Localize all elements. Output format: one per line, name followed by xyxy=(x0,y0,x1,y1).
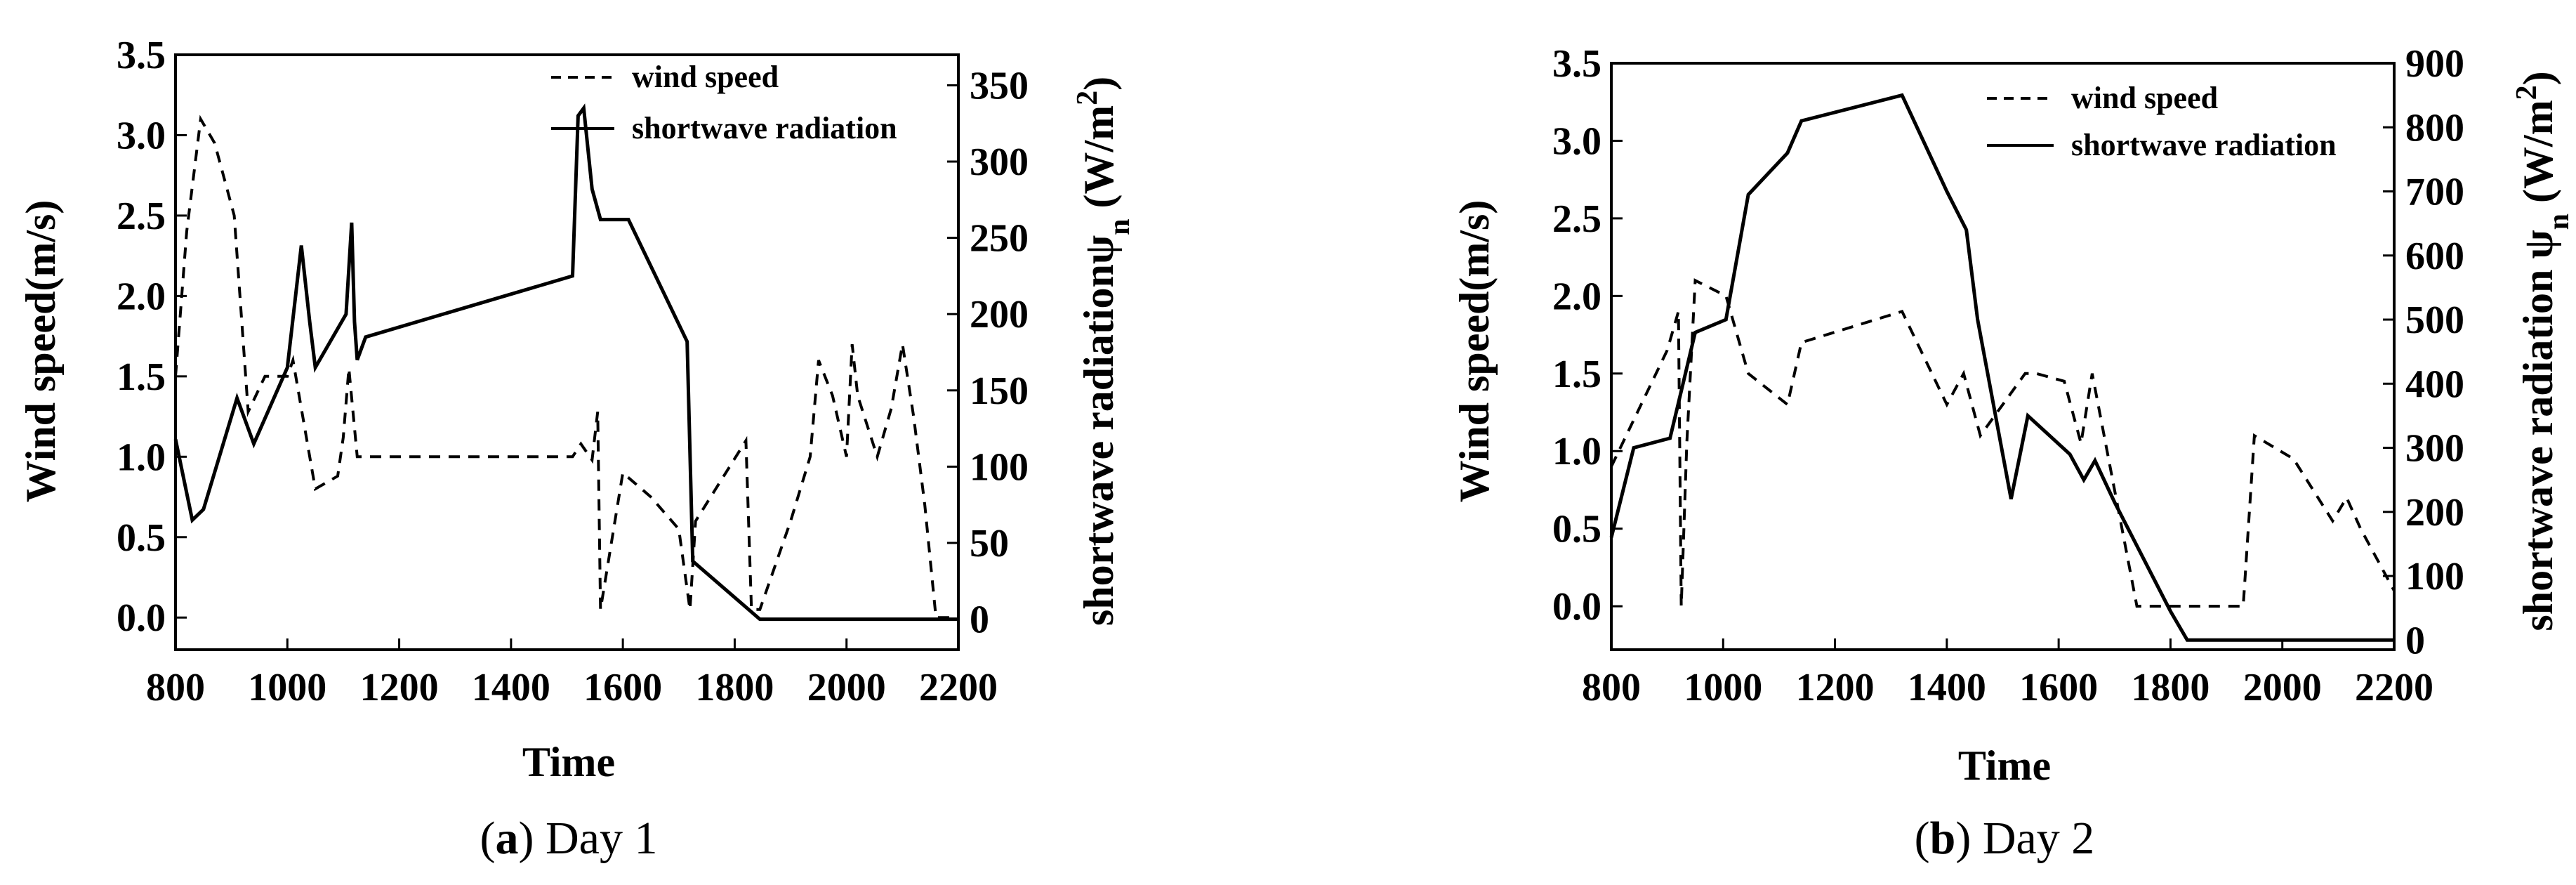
y2-tick-label: 400 xyxy=(2405,362,2464,406)
y2-tick-label: 0 xyxy=(970,598,989,642)
y2-axis-title-part: ) xyxy=(1076,77,1122,91)
x-tick-label: 2200 xyxy=(919,666,998,709)
x-tick-label: 800 xyxy=(146,666,205,709)
caption-part: b xyxy=(1930,813,1956,864)
panel-caption: (a) Day 1 xyxy=(480,813,658,864)
y-tick-label: 1.0 xyxy=(1552,430,1601,473)
plot-frame xyxy=(174,53,960,651)
y-tick-label: 3.5 xyxy=(1552,42,1601,86)
y2-tick-label: 300 xyxy=(2405,427,2464,471)
y2-axis-title-part: n xyxy=(2543,214,2575,230)
y-tick-label: 0.0 xyxy=(117,596,166,640)
chart-panel-a: 800 1000 1200 1400 1600 1800 2000 22000.00.51.0… xyxy=(18,34,1136,864)
x-tick-label: 2000 xyxy=(807,666,886,709)
y2-tick-label: 700 xyxy=(2405,171,2464,214)
series-line-wind-speed xyxy=(1610,278,2396,608)
y2-tick-label: 300 xyxy=(970,140,1029,184)
legend-label: wind speed xyxy=(2071,81,2218,115)
x-tick-label: 1200 xyxy=(1796,666,1875,709)
plot-frame xyxy=(1610,62,2396,651)
x-axis-title: Time xyxy=(1958,742,2051,789)
y2-tick-label: 500 xyxy=(2405,299,2464,342)
y-tick-label: 1.0 xyxy=(117,435,166,479)
x-tick-label: 1400 xyxy=(472,666,550,709)
y-axis-title: Wind speed(m/s) xyxy=(18,200,64,503)
y-tick-label: 0.5 xyxy=(1552,508,1601,551)
legend: wind speed shortwave radiation xyxy=(551,60,897,145)
y2-tick-label: 600 xyxy=(2405,235,2464,278)
series-line-shortwave-radiation xyxy=(173,103,958,622)
y2-axis-title-part: 2 xyxy=(1071,91,1104,105)
y2-tick-label: 50 xyxy=(970,522,1009,565)
legend-label: shortwave radiation xyxy=(632,111,897,145)
x-tick-label: 1600 xyxy=(2019,666,2098,709)
y-tick-label: 1.5 xyxy=(1552,353,1601,396)
x-axis-title: Time xyxy=(522,739,615,785)
y-tick-label: 3.5 xyxy=(117,34,166,77)
y-tick-label: 2.0 xyxy=(117,275,166,318)
legend: wind speed shortwave radiation xyxy=(1987,81,2337,162)
y-tick-label: 1.5 xyxy=(117,355,166,399)
x-tick-label: 2200 xyxy=(2355,666,2433,709)
y2-tick-label: 150 xyxy=(970,369,1029,413)
y2-axis-title-part: shortwave radiation xyxy=(2515,259,2561,631)
y2-axis-title: shortwave radiationψn (W/m2) xyxy=(1071,77,1136,626)
x-tick-label: 2000 xyxy=(2243,666,2322,709)
series-line-shortwave-radiation xyxy=(1609,93,2394,642)
y2-tick-label: 200 xyxy=(2405,491,2464,535)
y-tick-label: 3.0 xyxy=(117,114,166,157)
y2-tick-label: 350 xyxy=(970,64,1029,107)
y2-tick-label: 200 xyxy=(970,293,1029,336)
x-tick-label: 1200 xyxy=(360,666,439,709)
y2-axis-title-part: n xyxy=(1104,219,1136,235)
x-tick-label: 1400 xyxy=(1908,666,1986,709)
y-axis-title: Wind speed(m/s) xyxy=(1451,200,1498,503)
chart-panel-b: 800 1000 1200 1400 1600 1800 2000 22000.00.51.0… xyxy=(1451,42,2575,864)
y2-tick-label: 250 xyxy=(970,217,1029,261)
caption-part: a xyxy=(496,813,519,864)
y-tick-label: 0.5 xyxy=(117,516,166,560)
caption-part: ( xyxy=(480,813,496,864)
y2-tick-label: 0 xyxy=(2405,619,2425,662)
y-tick-label: 3.0 xyxy=(1552,119,1601,163)
x-tick-label: 1600 xyxy=(583,666,662,709)
series-line-wind-speed xyxy=(174,114,958,620)
legend-label: wind speed xyxy=(632,60,779,94)
x-tick-label: 800 xyxy=(1582,666,1641,709)
y2-axis-title-part: shortwave radiation xyxy=(1076,264,1122,626)
legend-label: shortwave radiation xyxy=(2071,128,2337,162)
y2-axis-title-part: ) xyxy=(2515,71,2561,85)
y2-axis-title-part: ψ xyxy=(2515,230,2561,258)
caption-part: ) Day 1 xyxy=(519,813,658,864)
y2-axis-title: shortwave radiation ψn (W/m2) xyxy=(2511,71,2575,631)
caption-part: ( xyxy=(1915,813,1930,864)
y-tick-label: 2.0 xyxy=(1552,275,1601,318)
caption-part: ) Day 2 xyxy=(1955,813,2094,864)
panel-caption: (b) Day 2 xyxy=(1915,813,2095,864)
y2-axis-title-part: 2 xyxy=(2511,85,2543,100)
x-tick-label: 1800 xyxy=(2131,666,2210,709)
x-tick-label: 1000 xyxy=(248,666,326,709)
y-tick-label: 2.5 xyxy=(117,195,166,238)
x-tick-label: 1800 xyxy=(695,666,774,709)
x-tick-label: 1000 xyxy=(1684,666,1762,709)
y-tick-label: 2.5 xyxy=(1552,197,1601,241)
y2-tick-label: 100 xyxy=(970,445,1029,489)
y-tick-label: 0.0 xyxy=(1552,585,1601,629)
y2-axis-title-part: (W/m xyxy=(1076,105,1122,219)
y2-axis-title-part: (W/m xyxy=(2515,100,2561,214)
y2-tick-label: 100 xyxy=(2405,555,2464,598)
y2-tick-label: 800 xyxy=(2405,106,2464,150)
y2-tick-label: 900 xyxy=(2405,42,2464,86)
y2-axis-title-part: ψ xyxy=(1076,235,1122,264)
